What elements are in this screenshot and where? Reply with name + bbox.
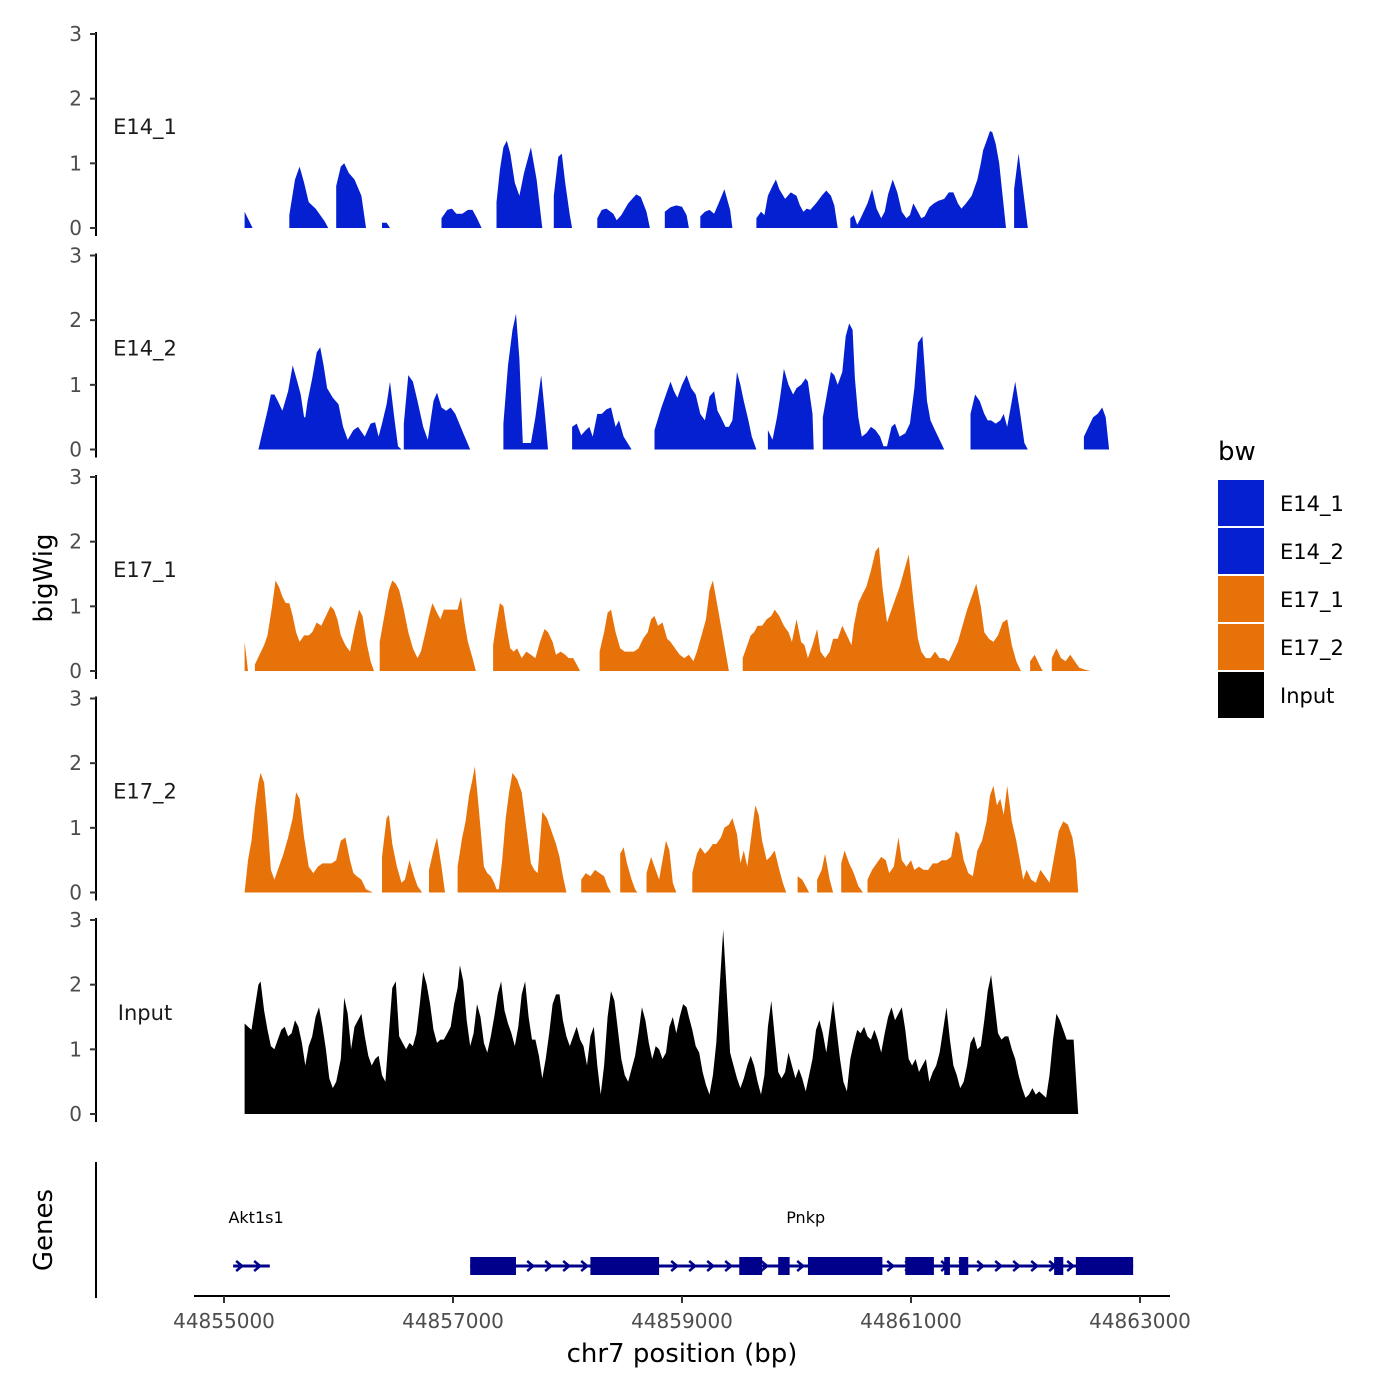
strand-arrow — [688, 1260, 698, 1272]
legend-swatch — [1218, 672, 1264, 718]
strand-arrow — [724, 1260, 734, 1272]
legend-label: Input — [1280, 684, 1334, 708]
y-tick-label: 0 — [69, 881, 82, 905]
x-tick-label: 44859000 — [631, 1309, 733, 1333]
strand-arrow — [544, 1260, 554, 1272]
legend-label: E14_1 — [1280, 492, 1344, 517]
legend: bw E14_1 E14_2 E17_1 E17_2 Input — [1218, 437, 1344, 718]
x-tick-label: 44857000 — [402, 1309, 504, 1333]
track-e14-2: 0 1 2 3 E14_2 — [69, 244, 1110, 462]
y-tick-label: 0 — [69, 1102, 82, 1126]
gene-exon — [1054, 1257, 1064, 1275]
x-axis: 44855000 44857000 44859000 44861000 44863000… — [173, 1295, 1191, 1369]
gene-exon — [944, 1257, 950, 1275]
y-tick-label: 0 — [69, 216, 82, 240]
signal-area-e14-1 — [244, 131, 1028, 228]
track-input: 0 1 2 3 Input — [69, 908, 1079, 1126]
strand-arrow — [886, 1260, 896, 1272]
track-e17-2: 0 1 2 3 E17_2 — [69, 687, 1079, 905]
x-axis-ticks: 44855000 44857000 44859000 44861000 44863000 — [173, 1296, 1191, 1333]
gene-label: Akt1s1 — [228, 1208, 283, 1227]
legend-label: E17_2 — [1280, 636, 1344, 661]
y-tick-label: 2 — [69, 530, 82, 554]
y-tick-label: 3 — [69, 687, 82, 711]
y-tick-label: 2 — [69, 973, 82, 997]
strand-arrow — [253, 1260, 263, 1272]
legend-swatch — [1218, 576, 1264, 622]
gene-exon — [739, 1257, 763, 1275]
y-tick-label: 2 — [69, 87, 82, 111]
signal-area-e17-1 — [244, 546, 1091, 671]
y-tick-label: 3 — [69, 465, 82, 489]
gene-exon — [807, 1257, 883, 1275]
strand-arrow — [706, 1260, 716, 1272]
track-label: E17_1 — [113, 558, 177, 583]
gene-exon — [778, 1257, 790, 1275]
track-label: E14_2 — [113, 337, 177, 362]
gene-exon — [1075, 1257, 1134, 1275]
gene-label: Pnkp — [786, 1208, 825, 1227]
strand-arrow — [1012, 1260, 1022, 1272]
gene-models: Akt1s1 Pnkp — [228, 1208, 1134, 1275]
x-axis-title: chr7 position (bp) — [567, 1339, 798, 1369]
y-tick-label: 0 — [69, 438, 82, 462]
signal-area-e14-2 — [258, 313, 1110, 450]
strand-arrow — [976, 1260, 986, 1272]
strand-arrow — [235, 1260, 245, 1272]
y-tick-label: 3 — [69, 244, 82, 268]
gene-exon — [959, 1257, 969, 1275]
strand-arrow — [670, 1260, 680, 1272]
y-tick-label: 3 — [69, 22, 82, 46]
legend-label: E17_1 — [1280, 588, 1344, 613]
y-axis-label: bigWig — [29, 533, 59, 622]
y-tick-label: 1 — [69, 1037, 82, 1061]
gene-exon — [905, 1257, 934, 1275]
legend-swatch — [1218, 528, 1264, 574]
track-e14-1: 0 1 2 3 E14_1 — [69, 22, 1028, 240]
genes-panel: Genes Akt1s1 Pnkp — [29, 1162, 1134, 1298]
track-label: Input — [118, 1001, 172, 1025]
y-tick-label: 1 — [69, 594, 82, 618]
y-axis-title: bigWig — [29, 533, 59, 622]
strand-arrow — [562, 1260, 572, 1272]
y-tick-label: 1 — [69, 151, 82, 175]
y-tick-label: 2 — [69, 308, 82, 332]
legend-swatch — [1218, 480, 1264, 526]
legend-title: bw — [1218, 437, 1256, 467]
signal-tracks: 0 1 2 3 E14_1 0 1 2 3 E14_2 0 1 2 3 E17_1 0 1 2 3 E17_2 0 1 2 3… — [69, 22, 1110, 1126]
track-e17-1: 0 1 2 3 E17_1 — [69, 465, 1091, 683]
strand-arrow — [1030, 1260, 1040, 1272]
y-tick-label: 1 — [69, 816, 82, 840]
track-label: E17_2 — [113, 780, 177, 805]
x-tick-label: 44863000 — [1089, 1309, 1191, 1333]
y-tick-label: 3 — [69, 908, 82, 932]
strand-arrow — [796, 1260, 806, 1272]
strand-arrow — [580, 1260, 590, 1272]
x-tick-label: 44855000 — [173, 1309, 275, 1333]
gene-exon — [470, 1257, 516, 1275]
gene-akt1s1: Akt1s1 — [228, 1208, 284, 1272]
gene-pnkp: Pnkp — [470, 1208, 1134, 1275]
legend-entries: E14_1 E14_2 E17_1 E17_2 Input — [1218, 480, 1344, 718]
strand-arrow — [1066, 1260, 1076, 1272]
x-tick-label: 44861000 — [860, 1309, 962, 1333]
gene-exon — [590, 1257, 660, 1275]
signal-area-e17-2 — [244, 766, 1079, 893]
genes-panel-title: Genes — [29, 1189, 59, 1271]
strand-arrow — [994, 1260, 1004, 1272]
y-tick-label: 2 — [69, 751, 82, 775]
y-tick-label: 1 — [69, 373, 82, 397]
legend-swatch — [1218, 624, 1264, 670]
legend-label: E14_2 — [1280, 540, 1344, 565]
track-label: E14_1 — [113, 115, 177, 140]
strand-arrow — [526, 1260, 536, 1272]
signal-area-input — [244, 929, 1079, 1114]
strand-arrow — [760, 1260, 770, 1272]
y-tick-label: 0 — [69, 659, 82, 683]
